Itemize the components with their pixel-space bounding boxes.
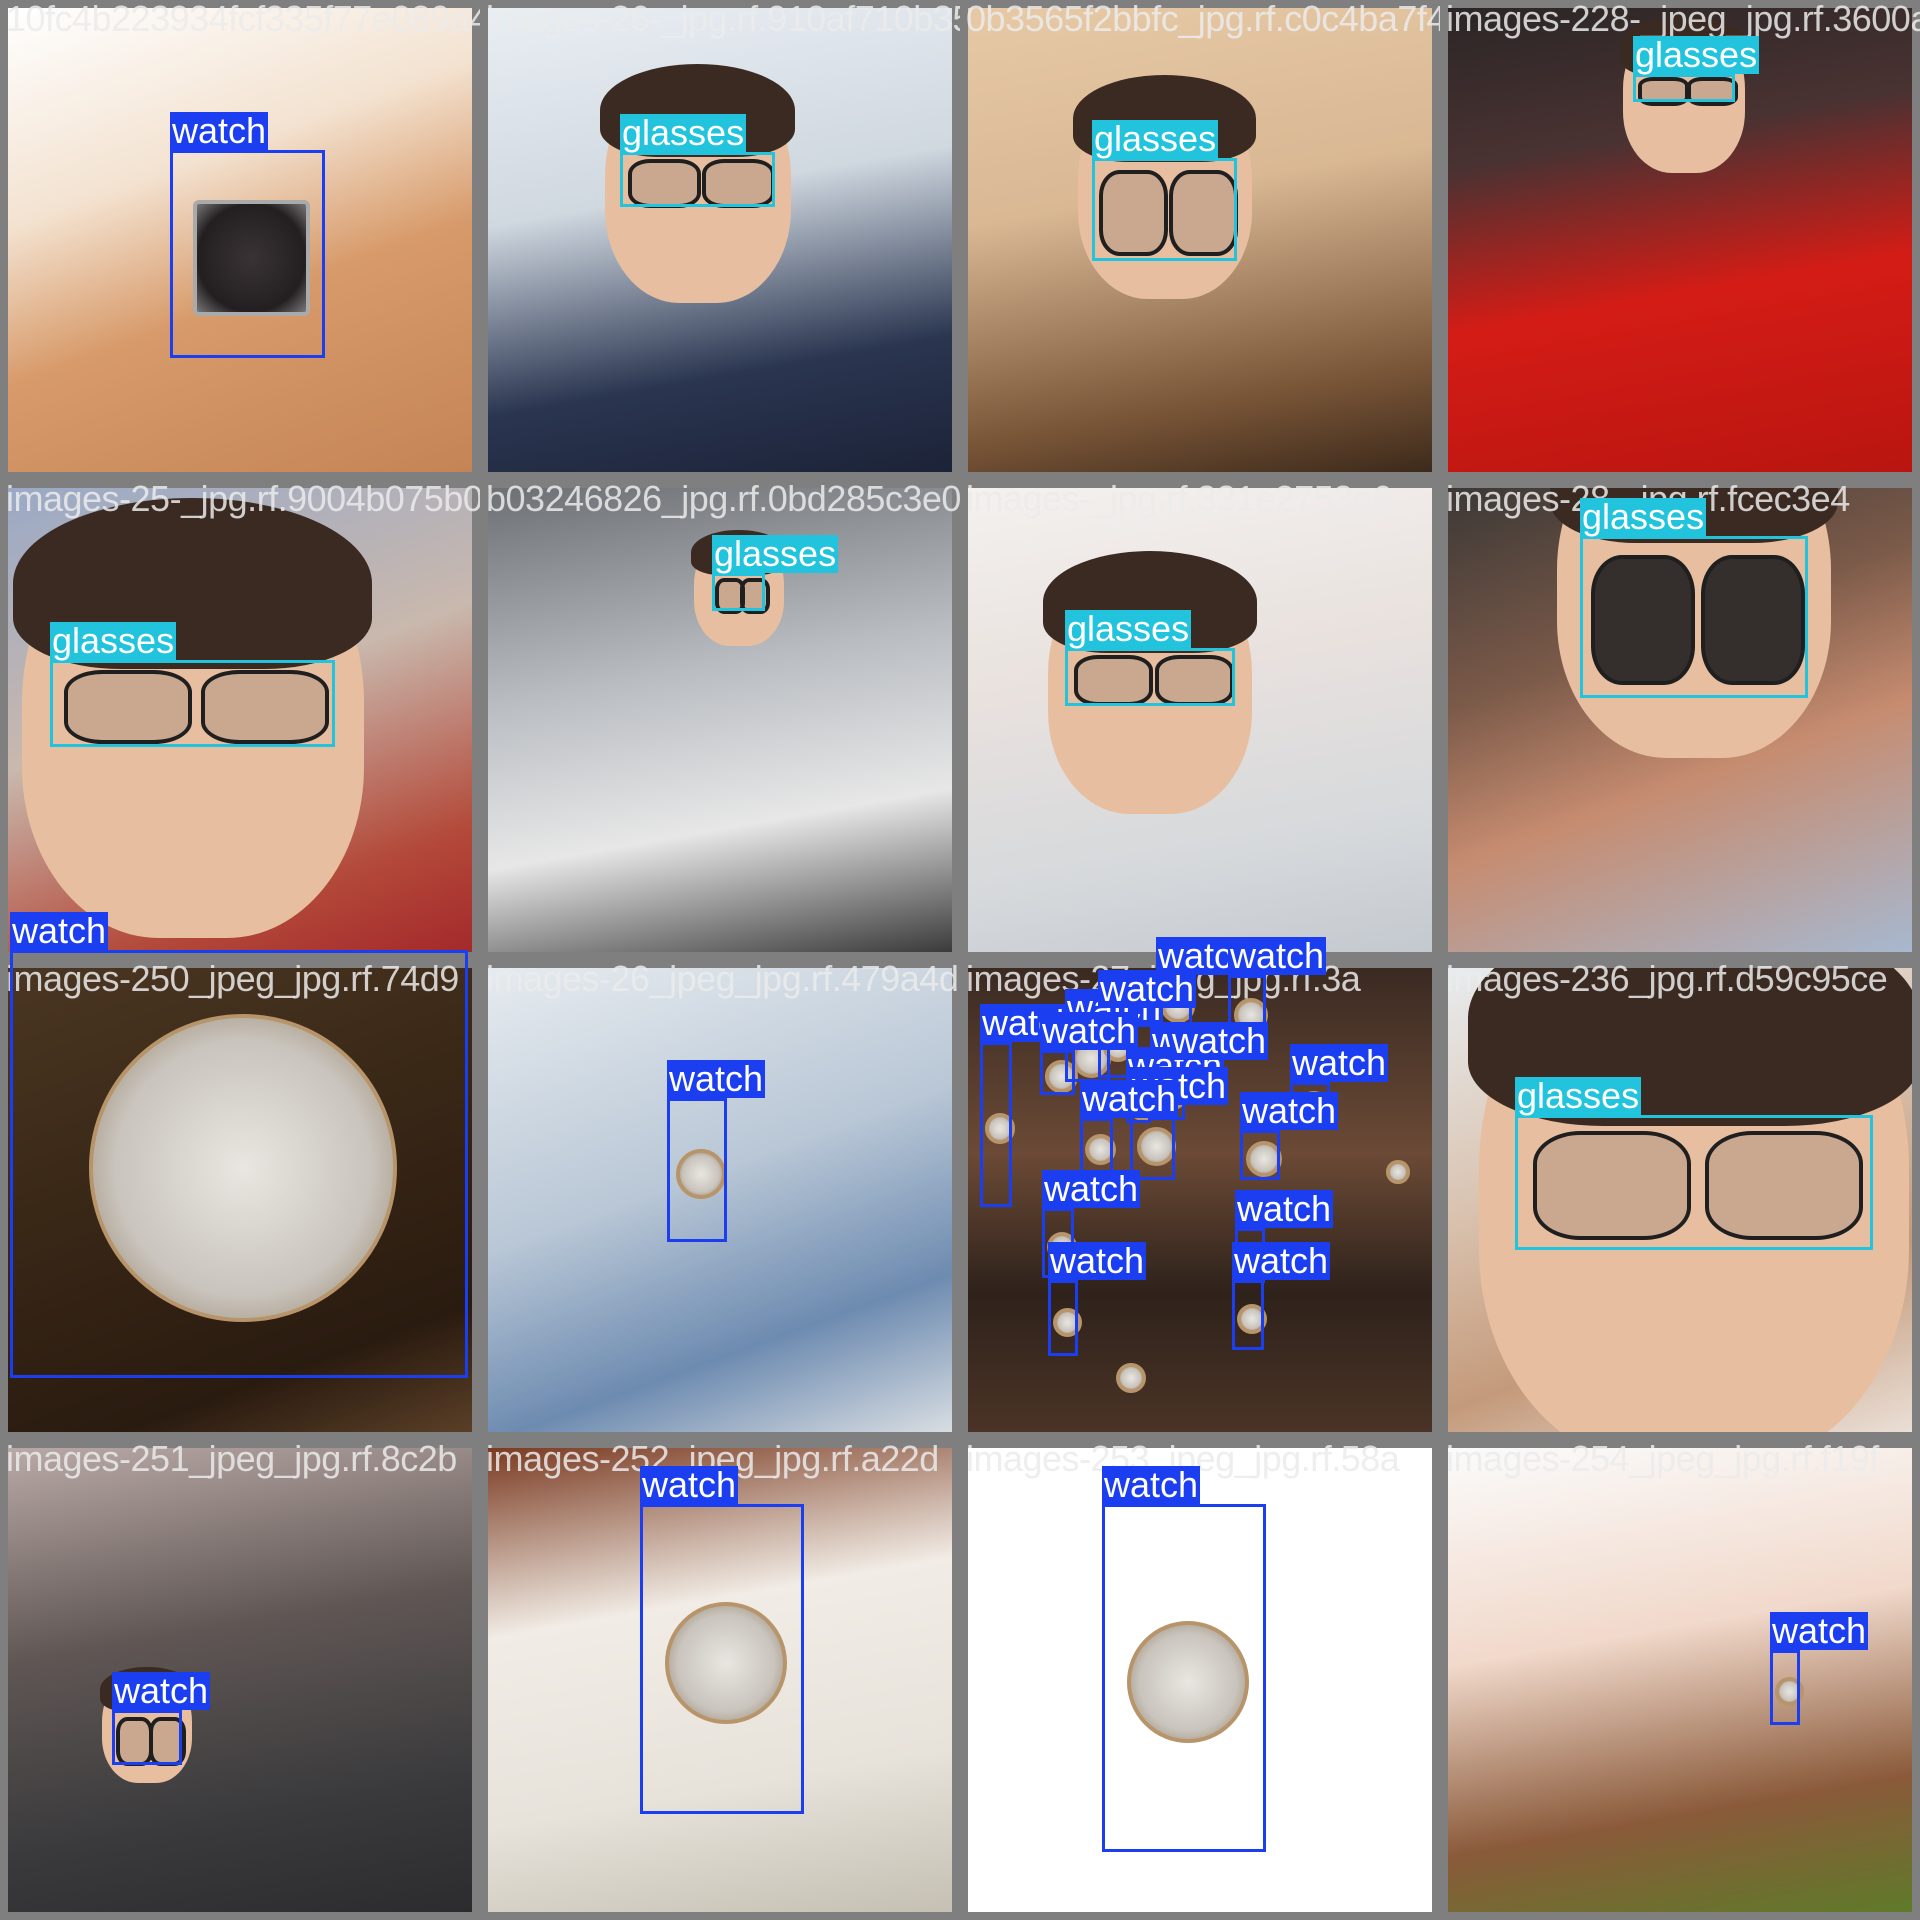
tile-photo	[968, 1448, 1432, 1912]
tile-photo	[8, 968, 472, 1432]
watch-bounding-box	[640, 1504, 804, 1814]
image-tile: images-254_jpeg_jpg.rf.f19f	[1440, 1440, 1920, 1920]
glasses-bounding-box	[620, 152, 775, 207]
glasses-label-tag: glasses	[1633, 34, 1760, 75]
glasses-label-tag: glasses	[712, 533, 839, 574]
tile-photo	[488, 1448, 952, 1912]
watch-shape	[89, 1014, 397, 1322]
watch-label-tag: watch	[1042, 1168, 1141, 1209]
glasses-bounding-box	[712, 573, 765, 611]
watch-label-tag: watch	[1232, 1240, 1331, 1281]
watch-label-tag: watch	[1170, 1020, 1269, 1061]
watch-label-tag: watch	[170, 110, 269, 151]
watch-label-tag: watch	[1098, 968, 1197, 1009]
watch-bounding-box	[112, 1710, 182, 1765]
tile-photo	[488, 8, 952, 472]
watch-label-tag: watch	[1770, 1610, 1869, 1651]
glasses-lens	[1532, 1131, 1692, 1241]
glasses-label-tag: glasses	[620, 112, 747, 153]
watch-label-tag: watch	[1235, 1188, 1334, 1229]
watch-bounding-box	[1102, 1504, 1266, 1852]
watch-bounding-box	[1080, 1118, 1113, 1173]
watch-label-tag: watch	[640, 1464, 739, 1505]
image-tile: images-236_jpg.rf.d59c95ce	[1440, 960, 1920, 1440]
watch-bounding-box	[667, 1098, 727, 1242]
watch-bounding-box	[1770, 1650, 1800, 1725]
tile-photo	[8, 8, 472, 472]
watch-label-tag: watch	[1290, 1042, 1389, 1083]
tile-photo	[968, 8, 1432, 472]
image-tile: images-250_jpeg_jpg.rf.74d9	[0, 960, 480, 1440]
glasses-label-tag: glasses	[1092, 118, 1219, 159]
watch-label-tag: watch	[1080, 1078, 1179, 1119]
glasses-label-tag: glasses	[1065, 608, 1192, 649]
tile-photo	[8, 1448, 472, 1912]
glasses-lens	[1099, 170, 1169, 256]
watch-bounding-box	[1040, 1050, 1075, 1095]
watch-label-tag: watch	[1040, 1010, 1139, 1051]
tile-photo	[968, 488, 1432, 952]
tile-photo	[1448, 1448, 1912, 1912]
image-tile: images-251_jpeg_jpg.rf.8c2b	[0, 1440, 480, 1920]
watch-shape	[1126, 1620, 1250, 1744]
watch-label-tag: watch	[10, 910, 109, 951]
watch-shape	[1246, 1141, 1282, 1177]
glasses-bounding-box	[50, 660, 335, 747]
glasses-bounding-box	[1065, 648, 1235, 706]
watch-bounding-box	[170, 150, 325, 358]
tile-photo	[1448, 8, 1912, 472]
glasses-label-tag: glasses	[50, 620, 177, 661]
image-tile: images-26-_jpg.rf.910af710b3565f2bbfcf	[480, 0, 960, 480]
watch-shape	[193, 199, 310, 317]
tile-photo	[488, 968, 952, 1432]
glasses-label-tag: glasses	[1515, 1075, 1642, 1116]
glasses-bounding-box	[1092, 158, 1237, 261]
glasses-lens	[201, 670, 329, 744]
glasses-lens	[64, 670, 192, 744]
glasses-lens	[1073, 654, 1153, 707]
watch-bounding-box	[1240, 1130, 1280, 1180]
watch-label-tag: watch	[1240, 1090, 1339, 1131]
watch-label-tag: watch	[112, 1670, 211, 1711]
watch-bounding-box	[10, 950, 468, 1378]
glasses-lens	[1704, 1131, 1864, 1241]
glasses-lens	[740, 577, 771, 615]
watch-bounding-box	[980, 1042, 1012, 1207]
glasses-bounding-box	[1515, 1115, 1873, 1250]
glasses-lens	[1700, 555, 1805, 685]
glasses-bounding-box	[1580, 536, 1808, 698]
watch-bounding-box	[1048, 1280, 1078, 1356]
watch-label-tag: watch	[1228, 935, 1327, 976]
glasses-lens	[1591, 555, 1696, 685]
glasses-bounding-box	[1633, 74, 1735, 102]
watch-label-tag: watch	[1102, 1464, 1201, 1505]
watch-shape	[1115, 1362, 1147, 1394]
watch-bounding-box	[1232, 1280, 1264, 1350]
glasses-label-tag: glasses	[1580, 496, 1707, 537]
image-tile: images-_jpg.rf.331e2753e6	[960, 480, 1440, 960]
watch-shape	[1386, 1160, 1410, 1184]
watch-shape	[664, 1601, 788, 1725]
tile-photo	[1448, 968, 1912, 1432]
watch-label-tag: watch	[667, 1058, 766, 1099]
tile-photo	[8, 488, 472, 952]
watch-label-tag: watch	[1048, 1240, 1147, 1281]
